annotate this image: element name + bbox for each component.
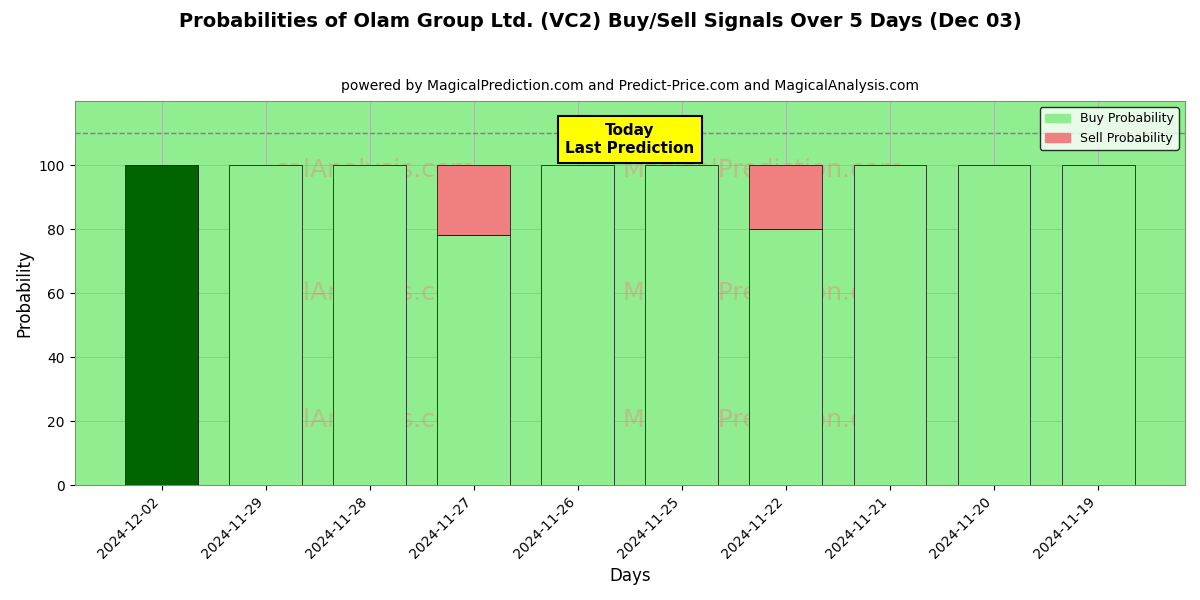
Text: Today
Last Prediction: Today Last Prediction: [565, 124, 695, 156]
Bar: [1062, 165, 1134, 485]
Bar: [958, 165, 1031, 485]
Bar: [541, 165, 614, 485]
Text: MagicalPrediction.com: MagicalPrediction.com: [623, 281, 904, 305]
Bar: [125, 165, 198, 485]
Bar: [334, 165, 406, 485]
Bar: [853, 165, 926, 485]
Text: MagicalPrediction.com: MagicalPrediction.com: [623, 158, 904, 182]
Bar: [437, 235, 510, 485]
Text: calAnalysis.com: calAnalysis.com: [274, 408, 475, 432]
Title: powered by MagicalPrediction.com and Predict-Price.com and MagicalAnalysis.com: powered by MagicalPrediction.com and Pre…: [341, 79, 919, 93]
Bar: [750, 229, 822, 485]
X-axis label: Days: Days: [610, 567, 650, 585]
Text: MagicalPrediction.com: MagicalPrediction.com: [623, 408, 904, 432]
Text: calAnalysis.com: calAnalysis.com: [274, 158, 475, 182]
Bar: [437, 165, 510, 235]
Text: Probabilities of Olam Group Ltd. (VC2) Buy/Sell Signals Over 5 Days (Dec 03): Probabilities of Olam Group Ltd. (VC2) B…: [179, 12, 1021, 31]
Text: calAnalysis.com: calAnalysis.com: [274, 281, 475, 305]
Y-axis label: Probability: Probability: [16, 249, 34, 337]
Legend: Buy Probability, Sell Probability: Buy Probability, Sell Probability: [1040, 107, 1178, 149]
Bar: [229, 165, 302, 485]
Bar: [750, 165, 822, 229]
Bar: [646, 165, 719, 485]
